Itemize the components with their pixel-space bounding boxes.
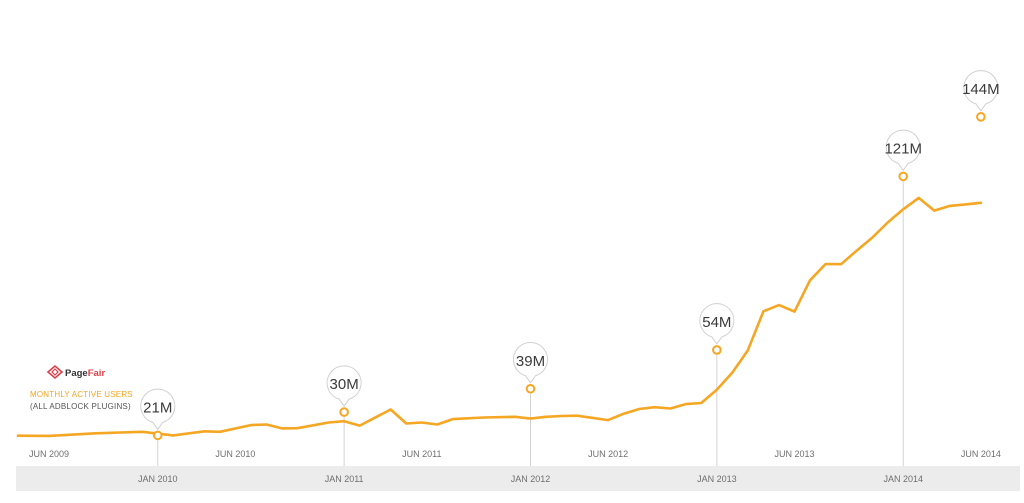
x-tick-lower-3: JAN 2013 [697,474,737,484]
callout-point-4 [898,171,909,182]
callout-bubble-5 [963,70,999,112]
x-tick-upper-0: JUN 2009 [29,449,69,459]
series-line-monthly-active-users [16,196,983,438]
callout-bubble-2 [513,342,548,384]
x-tick-upper-4: JUN 2013 [774,449,814,459]
callout-label-0: 21M [143,399,172,416]
legend-title: MONTHLY ACTIVE USERS [30,390,133,399]
callout-label-4: 121M [884,140,922,157]
x-tick-upper-1: JUN 2010 [215,449,255,459]
callout-label-5: 144M [962,81,1000,98]
callout-point-0 [152,430,163,441]
callout-point-2 [525,383,536,394]
pagefair-logo: PageFair [46,364,105,380]
x-tick-lower-2: JAN 2012 [511,474,551,484]
callout-label-3: 54M [702,314,731,331]
callout-label-2: 39M [516,353,545,370]
logo-wordmark: PageFair [65,368,105,379]
callout-guides [157,181,904,466]
x-tick-upper-2: JUN 2011 [402,449,441,459]
x-axis-ticks: JUN 2009 JUN 2010 JUN 2011 JUN 2012 JUN 2013… [29,449,1001,484]
callout-point-1 [339,407,349,417]
callouts: 21M 30M 39M 54M 121M 144M [140,70,1000,441]
callout-bubble-1 [326,365,362,407]
callout-bubble-4 [885,129,921,172]
callout-point-5 [976,112,986,122]
x-tick-upper-3: JUN 2012 [588,449,628,459]
callout-bubble-0 [140,388,176,431]
x-tick-lower-0: JAN 2010 [138,474,178,484]
callout-label-1: 30M [330,376,359,393]
x-tick-lower-1: JAN 2011 [325,474,364,484]
x-tick-upper-5: JUN 2014 [961,449,1001,459]
x-axis-band [16,466,1020,491]
x-tick-lower-4: JAN 2014 [883,474,923,484]
callout-point-3 [712,345,722,355]
pagefair-logo-icon [46,364,64,380]
callout-bubble-3 [699,303,735,345]
legend-subtitle: (ALL ADBLOCK PLUGINS) [30,402,131,411]
